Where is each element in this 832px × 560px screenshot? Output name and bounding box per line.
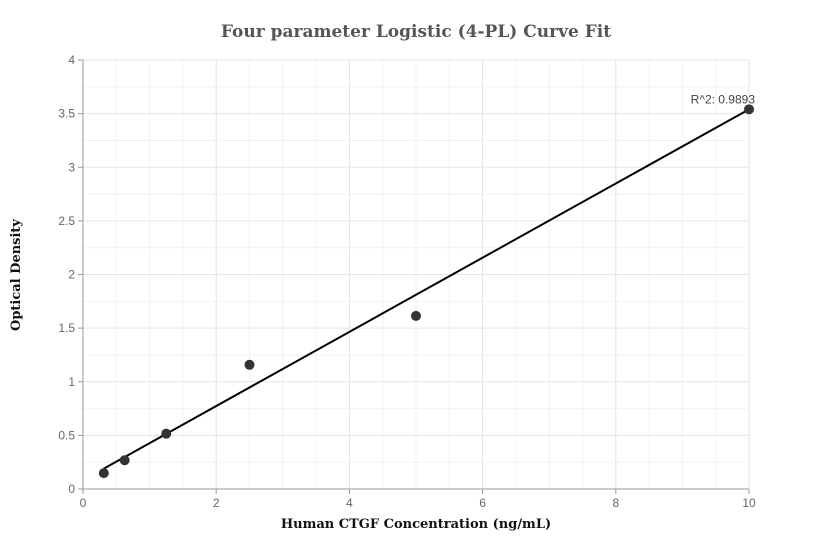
y-tick-label: 3 bbox=[68, 160, 75, 174]
y-tick-label: 3.5 bbox=[58, 107, 75, 121]
x-axis-title: Human CTGF Concentration (ng/mL) bbox=[280, 517, 552, 532]
y-tick-label: 0.5 bbox=[58, 428, 75, 442]
y-tick-label: 2 bbox=[68, 268, 75, 282]
y-tick-label: 2.5 bbox=[58, 214, 75, 228]
data-point bbox=[411, 310, 421, 321]
x-tick-label: 10 bbox=[742, 496, 756, 510]
data-point bbox=[744, 104, 754, 115]
y-axis-title: Optical Density bbox=[9, 219, 24, 331]
data-point bbox=[161, 428, 172, 439]
r-squared-annotation: R^2: 0.9893 bbox=[691, 92, 756, 106]
data-point bbox=[98, 468, 109, 479]
data-point bbox=[119, 455, 130, 466]
data-point bbox=[244, 359, 255, 370]
y-tick-label: 1 bbox=[68, 375, 75, 389]
x-tick-label: 8 bbox=[612, 496, 619, 510]
fit-line bbox=[103, 108, 750, 470]
y-tick-label: 4 bbox=[68, 53, 75, 67]
x-tick-label: 4 bbox=[346, 496, 353, 510]
y-tick-label: 0 bbox=[68, 482, 75, 496]
x-tick-label: 2 bbox=[213, 496, 220, 510]
chart-title: Four parameter Logistic (4-PL) Curve Fit bbox=[220, 22, 612, 42]
y-tick-label: 1.5 bbox=[58, 321, 75, 335]
x-tick-label: 6 bbox=[479, 496, 486, 510]
x-tick-label: 0 bbox=[80, 496, 87, 510]
